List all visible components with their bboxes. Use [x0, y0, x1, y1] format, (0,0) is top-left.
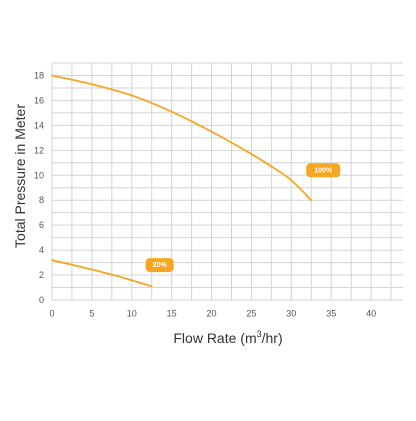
x-tick-label: 35 — [326, 308, 336, 318]
y-tick-label: 18 — [34, 70, 44, 80]
x-axis-label: Flow Rate (m3/hr) — [173, 329, 282, 346]
x-axis-label-suffix: /hr) — [262, 330, 283, 346]
y-tick-label: 8 — [39, 195, 44, 205]
y-tick-label: 0 — [39, 295, 44, 305]
x-tick-label: 30 — [286, 308, 296, 318]
series-line-100pct — [51, 74, 313, 202]
x-tick-label: 5 — [89, 308, 94, 318]
tick-labels: 0 5 10 15 20 25 30 35 40 0 2 4 6 8 10 12 14 16 18 — [34, 70, 376, 318]
x-axis-label-superscript: 3 — [257, 329, 262, 339]
x-axis-label-main: Flow Rate (m — [173, 330, 256, 346]
y-tick-label: 6 — [39, 220, 44, 230]
y-tick-label: 4 — [39, 245, 44, 255]
y-tick-label: 10 — [34, 170, 44, 180]
series-badge-20pct: 20% — [145, 258, 174, 273]
x-tick-label: 15 — [167, 308, 177, 318]
grid — [51, 62, 403, 301]
series-layer — [51, 74, 313, 288]
x-tick-label: 10 — [127, 308, 137, 318]
series-badge-100pct: 100% — [306, 163, 341, 178]
badge-background — [306, 163, 341, 178]
x-tick-label: 0 — [49, 308, 54, 318]
badge-background — [145, 258, 174, 273]
x-tick-label: 25 — [246, 308, 256, 318]
x-tick-label: 20 — [207, 308, 217, 318]
y-tick-label: 12 — [34, 145, 44, 155]
y-tick-label: 2 — [39, 270, 44, 280]
annotations: 100% 20% — [145, 163, 341, 273]
badge-label: 100% — [314, 167, 333, 174]
y-tick-label: 14 — [34, 120, 44, 130]
badge-label: 20% — [153, 262, 168, 269]
x-tick-label: 40 — [366, 308, 376, 318]
series-line-20pct — [51, 259, 153, 288]
y-axis-label: Total Pressure in Meter — [12, 104, 28, 248]
y-tick-label: 16 — [34, 95, 44, 105]
